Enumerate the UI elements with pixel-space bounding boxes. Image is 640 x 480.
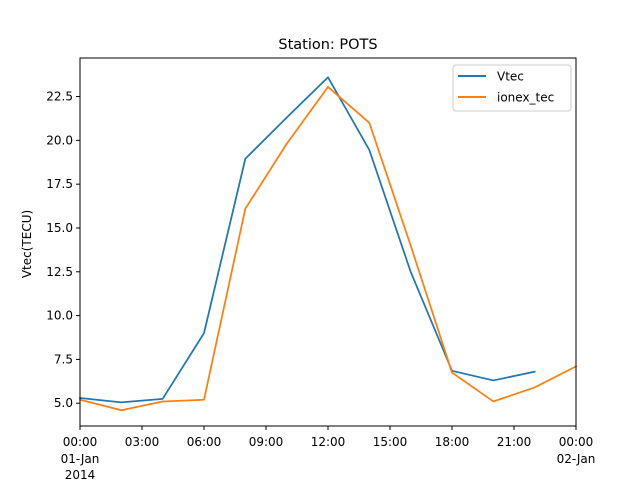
plot-area-frame xyxy=(79,57,577,427)
series-lines xyxy=(78,76,578,412)
legend: Vtec ionex_tec xyxy=(452,64,572,112)
y-tick-label: 5.0 xyxy=(54,396,73,410)
y-tick-label: 22.5 xyxy=(46,90,73,104)
x-tick-sublabel: 01-Jan xyxy=(61,452,100,466)
x-tick-label: 03:00 xyxy=(125,435,160,449)
x-tick-sublabel: 2014 xyxy=(65,468,96,480)
y-tick-label: 17.5 xyxy=(46,177,73,191)
x-tick-label: 00:00 xyxy=(559,435,594,449)
x-tick-label: 15:00 xyxy=(373,435,408,449)
legend-label-vtec: Vtec xyxy=(497,70,524,84)
y-tick-label: 7.5 xyxy=(54,352,73,366)
y-tick-label: 20.0 xyxy=(46,133,73,147)
x-tick-label: 09:00 xyxy=(249,435,284,449)
series-line-vtec xyxy=(79,76,536,404)
x-tick-label: 00:00 xyxy=(63,435,98,449)
chart-title: Station: POTS xyxy=(278,37,377,53)
x-axis-ticks: 00:00 01-Jan 2014 03:00 06:00 09:00 12:00 15:00… xyxy=(61,426,596,480)
y-axis-ticks: 5.0 7.5 10.0 12.5 15.0 17.5 20.0 22.5 xyxy=(46,90,80,410)
x-tick-label: 21:00 xyxy=(497,435,532,449)
x-tick-label: 12:00 xyxy=(311,435,346,449)
series-line-ionex-tec xyxy=(78,86,578,412)
x-tick-sublabel: 02-Jan xyxy=(557,452,596,466)
x-tick-label: 18:00 xyxy=(435,435,470,449)
y-tick-label: 15.0 xyxy=(46,221,73,235)
y-axis-label: Vtec(TECU) xyxy=(20,210,34,278)
x-tick-label: 06:00 xyxy=(187,435,222,449)
y-tick-label: 12.5 xyxy=(46,265,73,279)
legend-label-ionex-tec: ionex_tec xyxy=(497,91,554,105)
y-tick-label: 10.0 xyxy=(46,309,73,323)
